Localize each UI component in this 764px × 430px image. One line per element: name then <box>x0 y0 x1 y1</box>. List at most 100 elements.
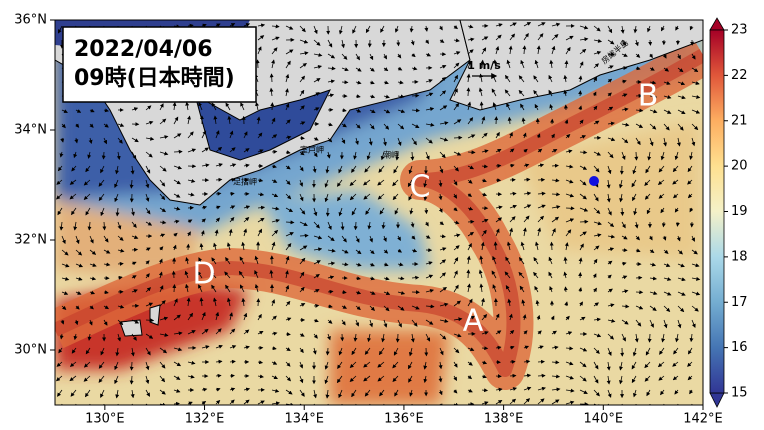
current-arrow <box>56 179 63 185</box>
current-arrow <box>481 360 488 365</box>
label-letter: B <box>638 79 659 114</box>
current-arrow <box>579 119 584 125</box>
current-arrow <box>509 33 515 41</box>
current-arrow <box>88 319 93 326</box>
current-arrow <box>313 107 320 111</box>
current-arrow <box>363 375 371 382</box>
current-arrow <box>363 361 371 368</box>
current-arrow <box>130 207 135 217</box>
current-arrow <box>229 163 237 168</box>
current-arrow <box>61 291 69 295</box>
current-arrow <box>579 316 586 321</box>
current-arrow <box>423 193 428 201</box>
current-arrow <box>565 331 573 336</box>
current-arrow <box>579 135 587 139</box>
current-arrow <box>481 297 485 307</box>
current-arrow <box>606 193 611 203</box>
current-arrow <box>453 389 458 394</box>
current-arrow <box>621 261 627 266</box>
current-arrow <box>229 205 236 210</box>
y-tick-label: 34°N <box>14 123 47 138</box>
current-arrow <box>159 233 166 238</box>
current-arrow <box>663 95 672 99</box>
current-arrow <box>439 151 446 159</box>
current-arrow <box>355 319 360 327</box>
current-arrow <box>198 101 203 111</box>
current-arrow <box>271 401 280 405</box>
current-arrow <box>481 388 489 393</box>
current-arrow <box>271 299 276 307</box>
place-name: 潮岬 <box>383 150 399 160</box>
current-arrow <box>425 261 433 266</box>
current-arrow <box>492 284 497 293</box>
current-arrow <box>548 74 553 83</box>
current-arrow <box>131 289 138 293</box>
current-arrow <box>172 101 177 111</box>
current-arrow <box>439 259 447 265</box>
current-arrow <box>509 345 515 350</box>
current-arrow <box>364 389 371 397</box>
current-arrow <box>607 92 612 97</box>
current-arrow <box>392 179 399 187</box>
current-arrow <box>439 77 446 83</box>
current-arrow <box>691 109 701 114</box>
current-arrow <box>677 95 686 100</box>
current-arrow <box>327 137 333 143</box>
current-arrow <box>509 191 517 196</box>
current-arrow <box>369 123 375 130</box>
current-arrow <box>377 375 385 382</box>
current-arrow <box>159 179 166 187</box>
current-arrow <box>649 123 657 130</box>
current-arrow <box>425 274 434 279</box>
current-arrow <box>467 192 472 197</box>
current-arrow <box>117 248 125 253</box>
current-arrow <box>621 289 629 294</box>
current-arrow <box>85 207 91 216</box>
current-arrow <box>271 164 277 169</box>
current-arrow <box>565 361 574 366</box>
current-arrow <box>211 257 217 265</box>
current-arrow <box>325 347 330 356</box>
current-arrow <box>327 235 335 242</box>
current-arrow <box>565 315 570 321</box>
current-arrow <box>198 284 203 293</box>
current-arrow <box>492 255 497 265</box>
current-arrow <box>117 137 123 144</box>
current-arrow <box>201 387 208 392</box>
current-arrow <box>397 319 402 328</box>
current-arrow <box>225 257 231 265</box>
current-arrow <box>313 273 320 279</box>
current-arrow <box>536 133 541 139</box>
current-arrow <box>215 191 222 196</box>
current-arrow <box>145 347 151 356</box>
current-arrow <box>534 285 539 293</box>
current-arrow <box>677 305 685 313</box>
current-arrow <box>645 347 651 356</box>
current-arrow <box>73 221 78 231</box>
current-arrow <box>495 205 503 210</box>
current-arrow <box>453 245 460 251</box>
current-arrow <box>226 297 231 307</box>
current-arrow <box>549 285 553 293</box>
current-arrow <box>215 130 220 139</box>
current-arrow <box>61 263 70 268</box>
current-arrow <box>383 67 389 72</box>
current-arrow <box>257 205 266 210</box>
current-arrow <box>392 375 399 383</box>
colorbar-tick-label: 23 <box>731 23 748 38</box>
current-arrow <box>495 345 502 350</box>
current-arrow <box>518 256 525 265</box>
current-arrow <box>299 165 304 172</box>
current-arrow <box>285 361 291 367</box>
current-arrow <box>89 235 94 244</box>
current-arrow <box>635 319 642 327</box>
current-arrow <box>75 291 82 295</box>
current-arrow <box>621 107 629 112</box>
current-arrow <box>61 276 70 281</box>
current-arrow <box>313 78 321 83</box>
current-arrow <box>522 227 527 237</box>
current-arrow <box>243 131 248 139</box>
current-arrow <box>173 298 178 307</box>
current-arrow <box>100 347 105 356</box>
current-arrow <box>523 330 528 335</box>
